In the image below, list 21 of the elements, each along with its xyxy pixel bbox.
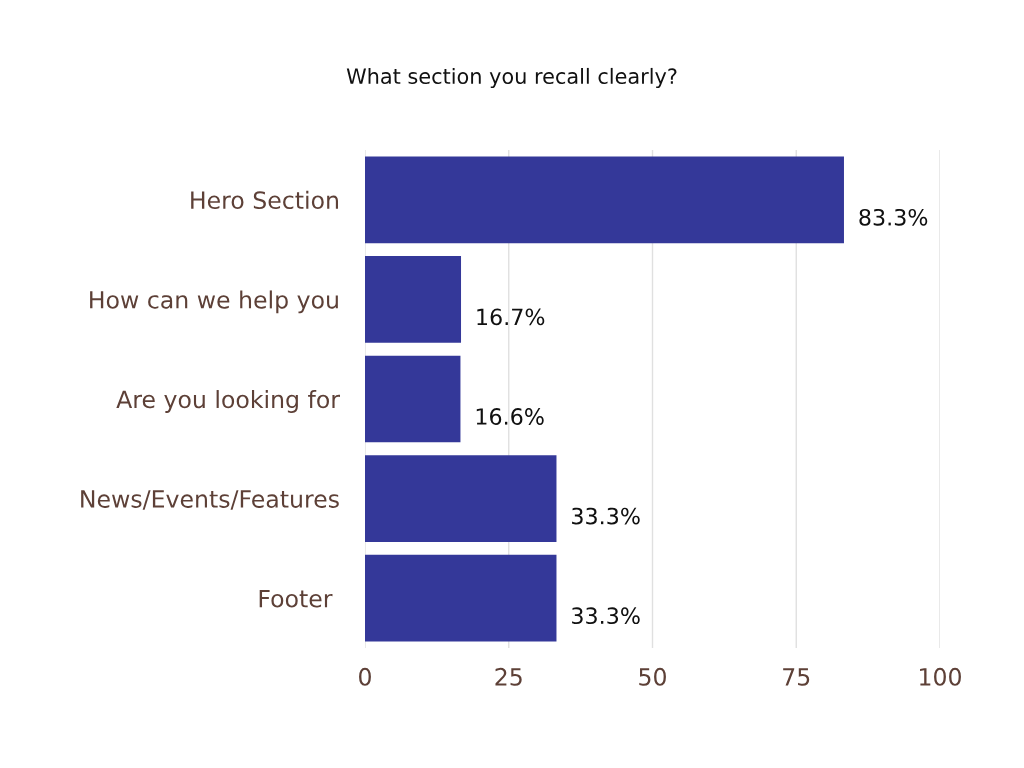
bar	[365, 554, 557, 642]
x-tick-label: 0	[359, 667, 371, 686]
chart-title: What section you recall clearly?	[346, 67, 677, 89]
data-label: 33.3%	[572, 607, 640, 625]
data-label: 33.3%	[572, 507, 640, 525]
x-tick-label: 25	[495, 667, 522, 686]
bar	[365, 455, 557, 542]
x-tick-label: 75	[783, 668, 810, 686]
data-label: 16.7%	[477, 308, 545, 326]
data-label: 83.3%	[859, 208, 928, 226]
y-tick-label: Footer	[259, 589, 333, 608]
y-tick-label: How can we help you	[90, 290, 338, 314]
bar	[365, 256, 462, 343]
x-tick-label: 50	[639, 667, 666, 686]
y-tick-label: Are you looking for	[116, 390, 340, 413]
x-tick-label: 100	[920, 667, 961, 686]
bar	[365, 355, 461, 443]
y-tick-label: News/Events/Features	[81, 490, 339, 510]
data-label: 16.6%	[476, 408, 544, 425]
bar	[365, 156, 844, 244]
y-tick-label: Hero Section	[191, 190, 338, 210]
